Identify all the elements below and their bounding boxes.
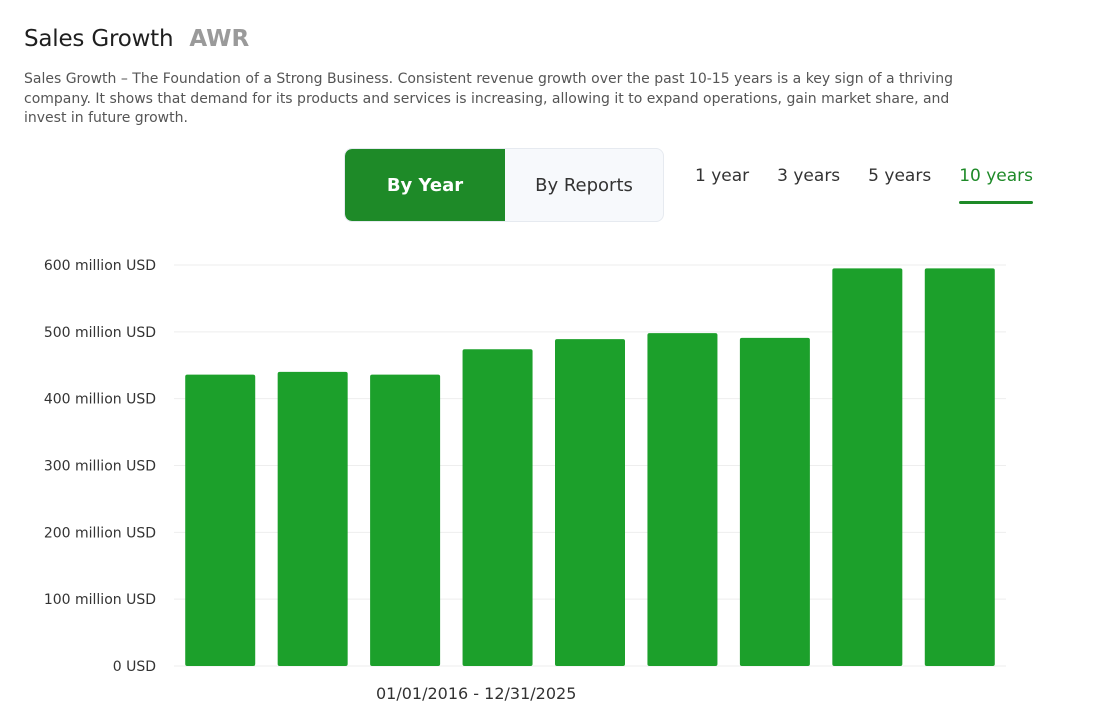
y-tick-label: 400 million USD: [44, 392, 156, 408]
description-text: Sales Growth – The Foundation of a Stron…: [24, 71, 953, 126]
sales-bar[interactable]: [370, 374, 441, 666]
sales-bar[interactable]: [647, 333, 718, 666]
sales-bar[interactable]: [555, 339, 625, 666]
y-tick-label: 0 USD: [113, 659, 156, 675]
y-tick-label: 300 million USD: [44, 459, 156, 475]
tab-5-years[interactable]: 5 years: [868, 166, 932, 186]
sales-bar[interactable]: [832, 268, 903, 666]
y-tick-label: 500 million USD: [44, 325, 156, 341]
sales-bar[interactable]: [277, 371, 348, 666]
y-tick-label: 100 million USD: [44, 592, 156, 608]
sales-bar[interactable]: [739, 337, 810, 666]
by-year-button[interactable]: By Year: [345, 149, 505, 221]
tab-10-years[interactable]: 10 years: [959, 166, 1033, 204]
sales-bar[interactable]: [924, 268, 995, 666]
sales-growth-chart: 0 USD 100 million USD 200 million USD 300 m…: [44, 258, 1006, 675]
chart-header: Sales Growth AWR: [24, 26, 249, 52]
tab-1-year[interactable]: 1 year: [695, 166, 750, 186]
date-range-label: 01/01/2016 - 12/31/2025: [376, 684, 577, 703]
by-reports-button[interactable]: By Reports: [535, 174, 633, 196]
y-tick-label: 600 million USD: [44, 258, 156, 274]
page-title: Sales Growth: [24, 26, 174, 52]
sales-bar[interactable]: [185, 374, 256, 666]
view-mode-toggle: By Year By Reports: [344, 148, 664, 222]
y-tick-label: 200 million USD: [44, 525, 156, 541]
sales-bar[interactable]: [462, 349, 533, 666]
period-tabs: 1 year 3 years 5 years 10 years: [695, 166, 1033, 204]
ticker-symbol: AWR: [189, 26, 250, 52]
tab-3-years[interactable]: 3 years: [777, 166, 841, 186]
